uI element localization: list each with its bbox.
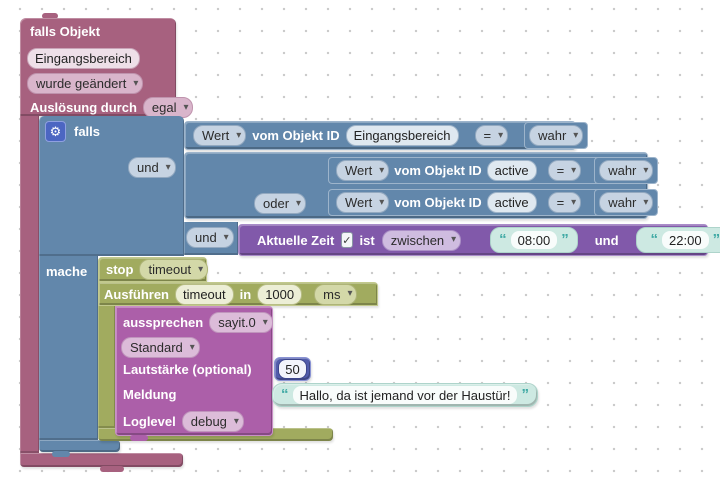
time-from-text-block[interactable]: “ 08:00 ” [490,227,578,253]
and-operator-row4[interactable]: und [186,227,234,248]
time-to-text-block[interactable]: “ 22:00 ” [635,227,720,253]
if-block-bottom[interactable] [39,440,120,452]
time-from-field[interactable]: 08:00 [510,231,558,249]
do-label: mache [46,264,88,279]
cond1-select-dropdown[interactable]: Wert [193,125,247,146]
trigger-block-spine[interactable] [20,116,39,453]
if-block[interactable]: ⚙ falls und [39,116,184,256]
trigger-event-dropdown[interactable]: wurde geändert [27,73,144,94]
cond3-operator-dropdown[interactable]: = [547,192,582,213]
start-timeout-block[interactable]: Ausführen timeout in 1000 ms [98,282,378,306]
trigger-by-dropdown[interactable]: egal [142,97,194,118]
cond2-value-block[interactable]: wahr [594,157,659,184]
delay-field[interactable]: 1000 [257,283,303,305]
stop-label: stop [106,262,134,277]
timeout-name-field[interactable]: timeout [175,283,234,305]
if-row4-socket: und [184,222,238,255]
message-text-block[interactable]: “ Hallo, da ist jemand vor der Haustür! … [272,383,538,407]
time-to-field[interactable]: 22:00 [662,231,709,249]
cond3-value-dropdown[interactable]: wahr [599,192,654,213]
cond1-from-label: vom Objekt ID [252,128,340,143]
trigger-bottom-connector [100,466,124,472]
time-mode-dropdown[interactable]: zwischen [381,229,462,251]
close-quote-icon: ” [561,231,569,248]
cond2-value-dropdown[interactable]: wahr [599,160,654,181]
stop-timer-dropdown[interactable]: timeout [139,259,209,280]
if-bottom-connector [52,451,70,457]
message-field[interactable]: Hallo, da ist jemand vor der Haustür! [292,386,518,404]
time-ist-label: ist [359,232,375,248]
or-group-block[interactable]: oder Wert vom Objekt ID active = wahr We… [184,152,659,219]
sayit-bottom-connector [130,435,148,441]
cond2-from-label: vom Objekt ID [394,163,482,178]
say-loglevel-label: Loglevel [123,414,176,429]
trigger-object-id-field[interactable]: Eingangsbereich [27,48,140,69]
sayit-block[interactable]: aussprechen sayit.0 Standard Lautstärke … [115,306,273,436]
cond1-value-block[interactable]: wahr [524,122,589,149]
say-instance-dropdown[interactable]: sayit.0 [209,312,273,333]
time-label: Aktuelle Zeit [257,232,335,248]
mutator-gear-icon[interactable]: ⚙ [45,121,66,142]
trigger-block-bottom[interactable] [20,453,183,467]
time-compare-block[interactable]: Aktuelle Zeit ✓ ist zwischen “ 08:00 ” u… [238,224,720,256]
cond2-operator-dropdown[interactable]: = [547,160,582,181]
cond2-select-dropdown[interactable]: Wert [336,160,390,181]
cond3-from-label: vom Objekt ID [394,195,482,210]
trigger-by-label: Auslösung durch [30,100,137,115]
start-timeout-label: Ausführen [104,286,169,302]
or-operator-dropdown[interactable]: oder [254,193,307,214]
cond3-select-dropdown[interactable]: Wert [336,192,390,213]
volume-field[interactable]: 50 [278,359,307,379]
time-checkbox[interactable]: ✓ [341,232,353,248]
cond3-value-block[interactable]: wahr [594,189,659,216]
start-timeout-spine[interactable] [98,306,115,428]
cond1-value-dropdown[interactable]: wahr [529,125,584,146]
close-quote-icon: ” [521,386,529,403]
say-loglevel-dropdown[interactable]: debug [181,411,244,432]
trigger-block[interactable]: falls Objekt Eingangsbereich wurde geänd… [20,18,194,118]
say-volume-label: Lautstärke (optional) [123,362,252,377]
volume-number-block[interactable]: 50 [274,357,311,381]
if-label: falls [74,124,101,139]
cond1-operator-dropdown[interactable]: = [474,125,509,146]
condition-2-block[interactable]: Wert vom Objekt ID active = wahr [328,157,659,184]
say-voice-dropdown[interactable]: Standard [121,337,200,358]
say-message-label: Meldung [123,387,177,402]
and-operator-row2[interactable]: und [128,157,176,178]
open-quote-icon: “ [499,231,507,248]
trigger-title: falls Objekt [30,24,101,39]
time-and-label: und [594,232,619,248]
block-top-connector [42,13,58,19]
in-label: in [239,286,252,302]
close-quote-icon: ” [712,231,720,248]
delay-unit-dropdown[interactable]: ms [314,283,358,305]
if-do-spine[interactable]: mache [39,256,98,440]
cond3-object-id-field[interactable]: active [486,192,537,213]
stop-timeout-block[interactable]: stop timeout [98,257,209,282]
condition-3-block[interactable]: Wert vom Objekt ID active = wahr [328,189,659,216]
open-quote-icon: “ [281,386,289,403]
cond1-object-id-field[interactable]: Eingangsbereich [345,125,459,146]
cond2-object-id-field[interactable]: active [486,160,537,181]
condition-1-block[interactable]: Wert vom Objekt ID Eingangsbereich = wah… [184,121,589,150]
open-quote-icon: “ [650,231,659,248]
say-label: aussprechen [123,315,204,330]
